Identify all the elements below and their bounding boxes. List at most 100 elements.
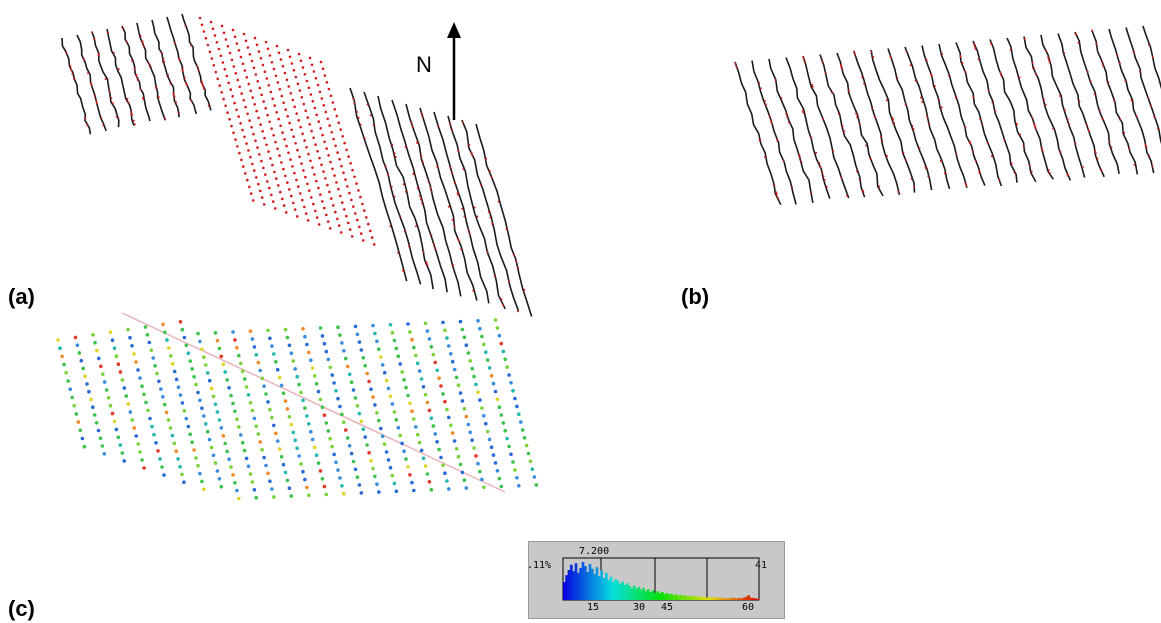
panel-c-survey-point xyxy=(200,347,204,352)
panel-c-survey-point xyxy=(342,491,346,496)
panel-b-survey-point xyxy=(954,96,957,99)
panel-b-survey-point xyxy=(841,68,844,71)
panel-c-survey-point xyxy=(217,477,222,481)
panel-a-survey-point xyxy=(305,79,309,83)
panel-c-survey-point xyxy=(305,414,309,418)
panel-a-survey-point xyxy=(284,211,288,214)
histogram-bar xyxy=(670,593,673,600)
panel-c-survey-point xyxy=(499,413,504,417)
histogram-bar xyxy=(598,576,601,600)
panel-a-survey-point xyxy=(320,97,324,100)
histogram-bar xyxy=(656,591,659,600)
panel-b-survey-point xyxy=(999,71,1002,74)
panel-a-survey-point xyxy=(178,57,181,60)
panel-b-survey-point xyxy=(1052,127,1055,130)
panel-b-survey-point xyxy=(865,144,868,147)
panel-c-survey-point xyxy=(528,459,533,464)
panel-c-survey-point xyxy=(157,379,161,384)
panel-c-survey-point xyxy=(419,377,424,381)
panel-a-survey-point xyxy=(342,171,345,175)
panel-b-survey-point xyxy=(924,167,927,170)
panel-a-survey-point xyxy=(262,100,266,103)
panel-a-survey-point xyxy=(449,122,452,125)
panel-c-survey-point xyxy=(268,479,272,484)
panel-a-survey-point xyxy=(260,93,264,97)
panel-c-survey-point xyxy=(196,463,200,468)
panel-a-survey-point xyxy=(321,133,324,137)
panel-c-survey-point xyxy=(231,473,235,477)
panel-c-survey-point xyxy=(301,398,305,403)
panel-a-survey-point xyxy=(282,167,285,171)
panel-c-survey-point xyxy=(340,341,344,345)
panel-b-survey-point xyxy=(821,171,824,174)
panel-b-survey-point xyxy=(769,119,772,122)
panel-c-survey-point xyxy=(439,384,443,388)
panel-a-survey-point xyxy=(487,210,490,213)
panel-c-survey-point xyxy=(239,433,243,437)
panel-a-survey-point xyxy=(359,232,363,235)
panel-a-survey-point xyxy=(312,70,316,73)
histogram-bar xyxy=(630,588,634,600)
panel-c-survey-point xyxy=(237,425,241,429)
panel-c-survey-point xyxy=(277,375,282,380)
panel-a-survey-point xyxy=(276,81,280,84)
panel-a-survey-point xyxy=(200,23,204,27)
panel-c-survey-point xyxy=(204,422,208,426)
panel-a-survey-point xyxy=(461,207,464,210)
panel-b-survey-point xyxy=(1047,169,1050,172)
panel-b-survey-point xyxy=(1147,97,1150,100)
panel-c-survey-point xyxy=(190,440,194,445)
panel-b-survey-point xyxy=(811,85,814,88)
panel-c-survey-point xyxy=(402,449,406,454)
panel-c-survey-point xyxy=(344,428,348,432)
panel-a-survey-point xyxy=(340,164,343,168)
panel-c-survey-point xyxy=(349,380,354,385)
panel-c-survey-point xyxy=(371,466,375,471)
panel-b-survey-point xyxy=(964,126,967,129)
panel-a-survey-point xyxy=(310,196,313,199)
panel-a-survey-point xyxy=(202,85,204,88)
panel-a-survey-point xyxy=(298,155,301,159)
panel-a-survey-point xyxy=(225,74,229,78)
panel-c-survey-point xyxy=(274,360,278,364)
panel-b-survey-point xyxy=(1047,56,1050,59)
panel-b-survey-point xyxy=(759,87,762,90)
panel-b-survey-point xyxy=(799,156,802,159)
panel-a-survey-point xyxy=(359,123,362,126)
panel-c-survey-point xyxy=(283,399,288,403)
histogram-bar xyxy=(754,598,757,600)
panel-c-survey-point xyxy=(268,336,272,341)
histogram-bar xyxy=(686,596,690,600)
panel-c-survey-point xyxy=(505,436,509,441)
panel-a-survey-point xyxy=(313,173,316,176)
panel-b-survey-point xyxy=(1074,32,1077,35)
panel-c-survey-point xyxy=(287,343,292,348)
panel-c-survey-point xyxy=(410,337,414,342)
panel-c-survey-point xyxy=(493,318,498,322)
histogram-tick-label: 60 xyxy=(742,602,755,613)
panel-a-survey-point xyxy=(283,138,286,141)
panel-a-survey-point xyxy=(313,106,317,110)
panel-c-survey-point xyxy=(213,402,218,407)
panel-b-survey-point xyxy=(843,130,846,133)
panel-a-survey-point xyxy=(316,150,319,153)
histogram-bar xyxy=(600,570,603,600)
panel-c-survey-point xyxy=(394,346,399,351)
panel-a-survey-point xyxy=(297,52,301,56)
panel-a-survey-point xyxy=(254,139,257,143)
panel-b-survey-point xyxy=(1077,41,1080,44)
panel-b-survey-point xyxy=(1110,146,1113,149)
panel-b-survey-point xyxy=(785,112,788,115)
panel-b-survey-point xyxy=(1118,62,1121,65)
panel-a-survey-point xyxy=(462,168,465,171)
panel-a-survey-point xyxy=(318,156,321,160)
panel-c-survey-point xyxy=(170,433,175,438)
panel-a-survey-point xyxy=(111,102,114,105)
panel-c-survey-point xyxy=(485,358,490,362)
panel-a-survey-point xyxy=(236,145,239,148)
panel-c-survey-point xyxy=(454,447,459,451)
panel-c-survey-point xyxy=(437,376,441,381)
panel-c-survey-point xyxy=(468,430,473,435)
panel-b-survey-point xyxy=(1048,61,1051,64)
